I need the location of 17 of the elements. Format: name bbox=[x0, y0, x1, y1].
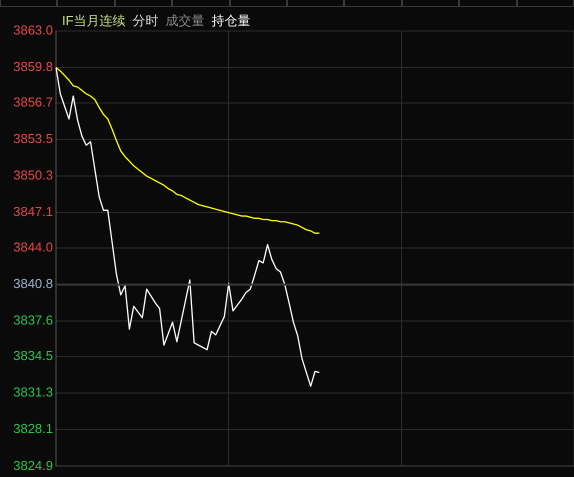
y-tick-label: 3863.0 bbox=[13, 22, 53, 38]
y-tick-label: 3824.9 bbox=[13, 458, 53, 473]
chart-title: IF当月连续 bbox=[62, 13, 126, 28]
y-tick-label: 3847.1 bbox=[13, 204, 53, 220]
y-tick-label: 3844.0 bbox=[13, 240, 53, 255]
text: 成交量 bbox=[166, 13, 205, 28]
text: 分时 bbox=[132, 13, 159, 28]
text: 持仓量 bbox=[212, 13, 251, 28]
y-tick-label: 3837.6 bbox=[13, 312, 53, 328]
y-tick-label: 3859.8 bbox=[13, 59, 53, 74]
y-tick-label: 3831.3 bbox=[13, 384, 53, 400]
y-tick-label: 3850.3 bbox=[13, 168, 53, 183]
y-tick-label: 3828.1 bbox=[13, 421, 53, 436]
y-tick-label: 3840.8 bbox=[13, 276, 53, 292]
y-tick-label: 3834.5 bbox=[13, 348, 53, 364]
y-tick-label: 3853.5 bbox=[13, 131, 53, 146]
y-tick-label: 3856.7 bbox=[13, 94, 53, 110]
